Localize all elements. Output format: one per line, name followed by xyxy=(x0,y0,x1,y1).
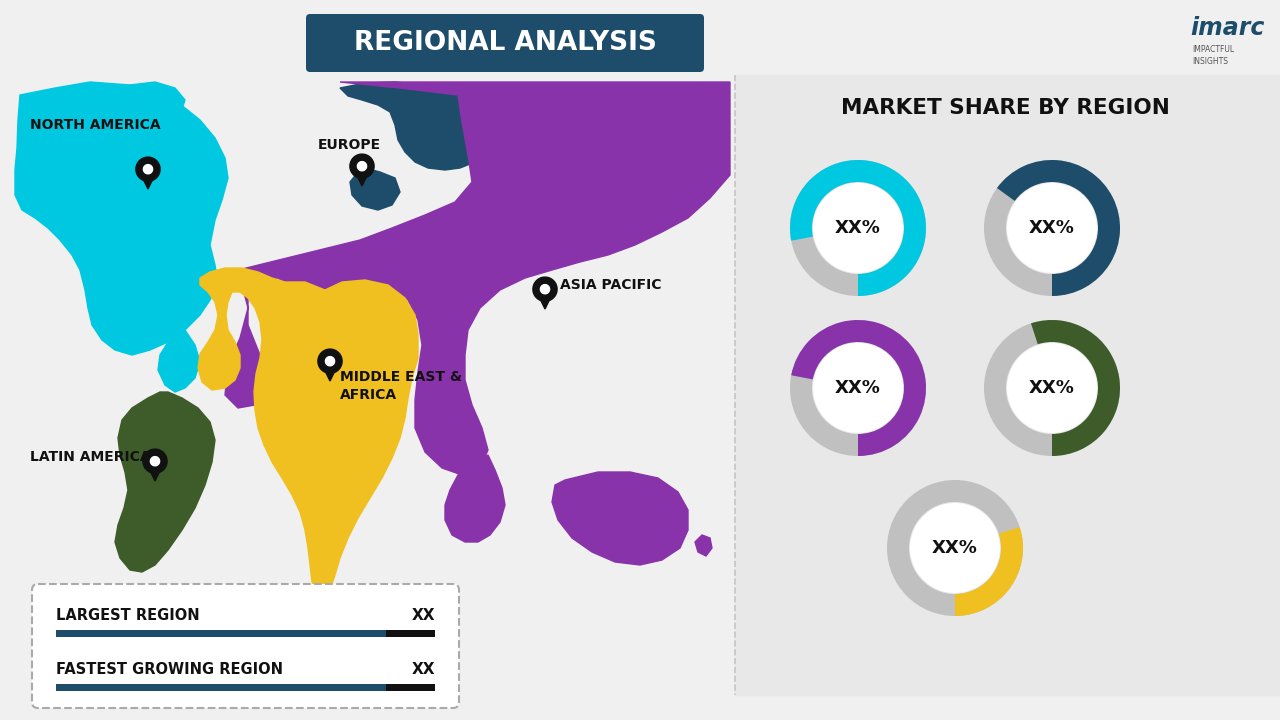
Wedge shape xyxy=(791,320,925,456)
Circle shape xyxy=(1007,343,1097,433)
Polygon shape xyxy=(325,356,334,366)
Polygon shape xyxy=(317,349,342,373)
Text: XX: XX xyxy=(411,662,435,678)
Text: MIDDLE EAST &
AFRICA: MIDDLE EAST & AFRICA xyxy=(340,370,462,402)
Polygon shape xyxy=(445,455,506,542)
Polygon shape xyxy=(355,171,369,186)
Text: IMPACTFUL
INSIGHTS: IMPACTFUL INSIGHTS xyxy=(1192,45,1234,66)
Polygon shape xyxy=(198,268,419,598)
Polygon shape xyxy=(131,82,186,122)
Polygon shape xyxy=(538,294,552,309)
Polygon shape xyxy=(15,82,228,355)
Text: ASIA PACIFIC: ASIA PACIFIC xyxy=(561,278,662,292)
Text: XX: XX xyxy=(411,608,435,624)
Polygon shape xyxy=(349,154,374,179)
Bar xyxy=(385,630,435,637)
Text: MARKET SHARE BY REGION: MARKET SHARE BY REGION xyxy=(841,98,1170,118)
Bar xyxy=(56,684,385,691)
Wedge shape xyxy=(790,160,925,296)
Wedge shape xyxy=(997,160,1120,296)
Circle shape xyxy=(910,503,1000,593)
Wedge shape xyxy=(790,160,925,296)
Circle shape xyxy=(813,183,902,273)
Circle shape xyxy=(813,343,902,433)
Polygon shape xyxy=(323,366,337,381)
Wedge shape xyxy=(1030,320,1120,456)
Bar xyxy=(735,75,1280,695)
Text: imarc: imarc xyxy=(1190,16,1265,40)
Polygon shape xyxy=(136,157,160,181)
Polygon shape xyxy=(532,277,557,301)
Text: XX%: XX% xyxy=(932,539,978,557)
FancyBboxPatch shape xyxy=(32,584,460,708)
Wedge shape xyxy=(984,320,1120,456)
Wedge shape xyxy=(955,527,1023,616)
FancyBboxPatch shape xyxy=(306,14,704,72)
Text: REGIONAL ANALYSIS: REGIONAL ANALYSIS xyxy=(353,30,657,56)
Bar xyxy=(56,630,385,637)
Wedge shape xyxy=(984,160,1120,296)
Text: XX%: XX% xyxy=(835,379,881,397)
Text: NORTH AMERICA: NORTH AMERICA xyxy=(29,118,160,132)
Polygon shape xyxy=(312,415,349,460)
Polygon shape xyxy=(147,466,163,481)
Circle shape xyxy=(1007,183,1097,273)
Wedge shape xyxy=(790,320,925,456)
Polygon shape xyxy=(143,449,168,473)
Polygon shape xyxy=(225,82,730,475)
Polygon shape xyxy=(143,165,152,174)
Polygon shape xyxy=(115,392,215,572)
Polygon shape xyxy=(357,161,366,171)
Polygon shape xyxy=(157,330,200,392)
Text: XX%: XX% xyxy=(835,219,881,237)
Wedge shape xyxy=(887,480,1023,616)
Polygon shape xyxy=(141,174,155,189)
Text: XX%: XX% xyxy=(1029,379,1075,397)
Polygon shape xyxy=(151,456,160,466)
Text: LARGEST REGION: LARGEST REGION xyxy=(56,608,200,624)
Text: LATIN AMERICA: LATIN AMERICA xyxy=(29,450,151,464)
Bar xyxy=(385,684,435,691)
Polygon shape xyxy=(540,284,549,294)
Text: XX%: XX% xyxy=(1029,219,1075,237)
Polygon shape xyxy=(349,168,399,210)
Text: FASTEST GROWING REGION: FASTEST GROWING REGION xyxy=(56,662,283,678)
Text: EUROPE: EUROPE xyxy=(317,138,381,152)
Polygon shape xyxy=(552,472,689,565)
Polygon shape xyxy=(695,535,712,556)
Polygon shape xyxy=(340,82,506,170)
